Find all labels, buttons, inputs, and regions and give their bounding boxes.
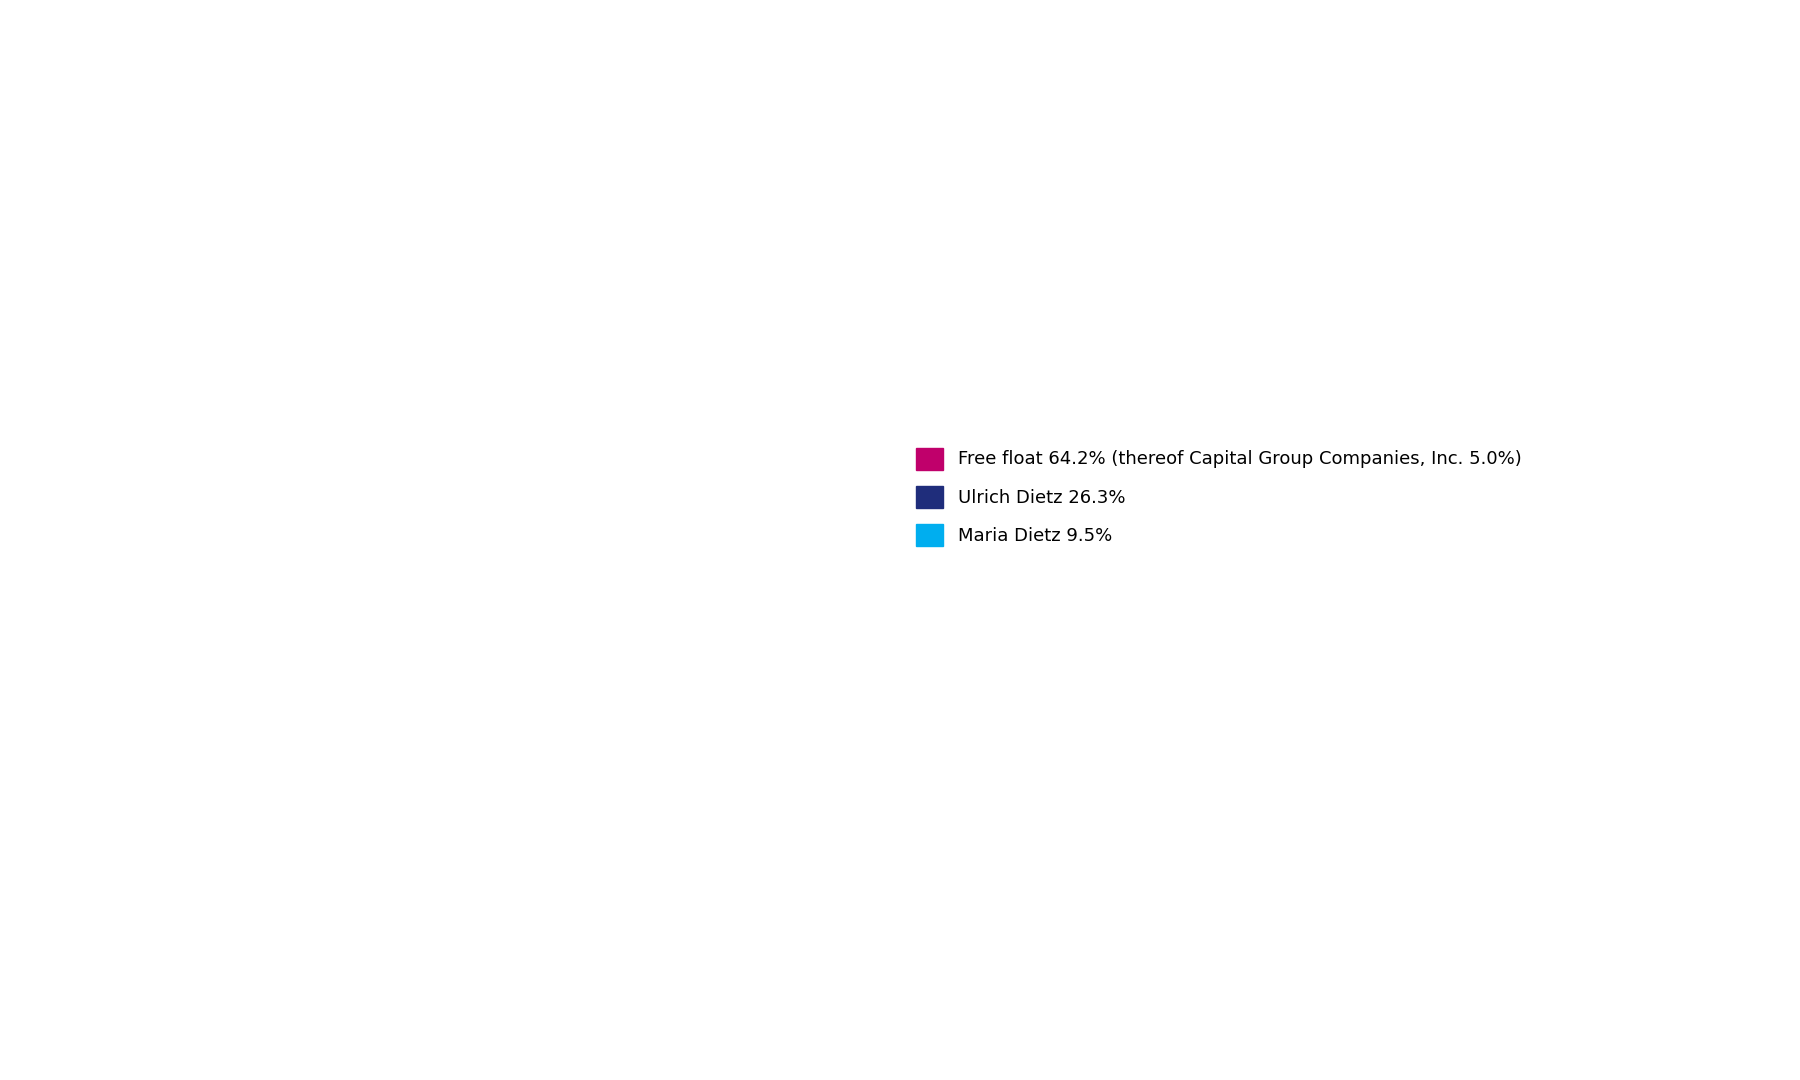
Legend: Free float 64.2% (thereof Capital Group Companies, Inc. 5.0%), Ulrich Dietz 26.3: Free float 64.2% (thereof Capital Group … (909, 441, 1528, 553)
